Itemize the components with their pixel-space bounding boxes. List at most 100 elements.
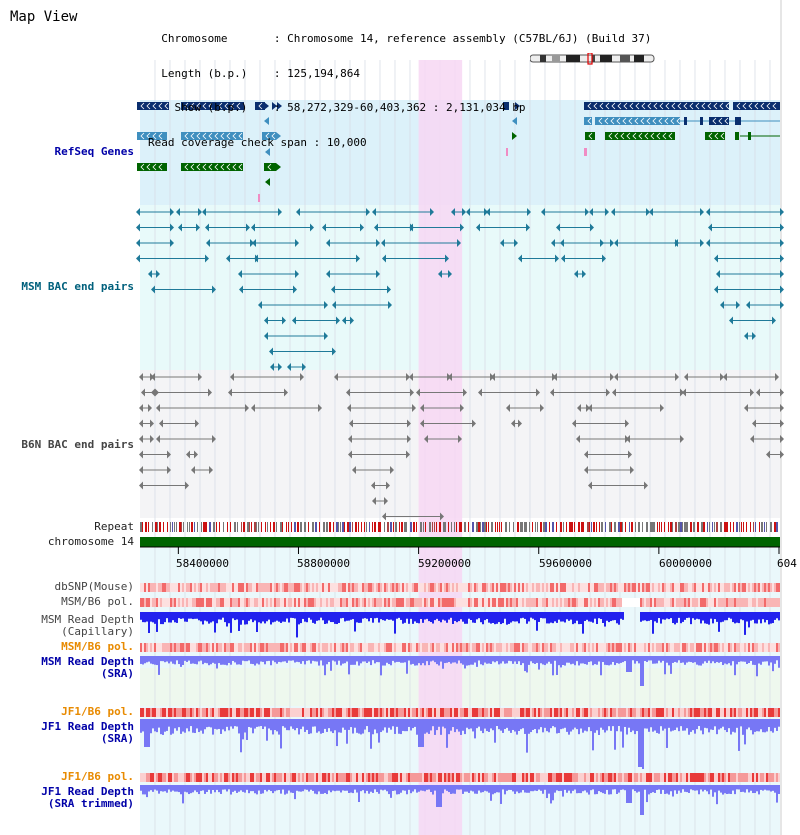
- read-depth-bar: [774, 656, 776, 664]
- polymorphism-bin: [230, 773, 232, 782]
- polymorphism-bin: [194, 773, 196, 782]
- polymorphism-bin: [282, 643, 284, 652]
- polymorphism-bin: [520, 598, 522, 607]
- bac-end-right: [472, 419, 476, 428]
- msm-depth-sra-label-line1[interactable]: MSM Read Depth: [41, 655, 134, 668]
- bac-end-left: [589, 208, 593, 216]
- polymorphism-bin: [652, 583, 654, 592]
- polymorphism-bin: [388, 708, 390, 717]
- read-depth-bar: [366, 719, 368, 727]
- read-depth-bar: [572, 785, 574, 791]
- polymorphism-bin: [248, 598, 250, 607]
- chromosome-label[interactable]: chromosome 14: [47, 535, 134, 548]
- read-depth-bar: [768, 612, 770, 625]
- polymorphism-bin: [388, 643, 390, 652]
- polymorphism-bin: [220, 708, 222, 717]
- polymorphism-bin: [334, 583, 336, 592]
- polymorphism-bin: [228, 583, 230, 592]
- msm-depth-capillary-label-line1[interactable]: MSM Read Depth: [41, 613, 134, 626]
- read-depth-bar: [712, 656, 714, 662]
- read-depth-bar: [240, 785, 242, 791]
- read-depth-bar: [544, 719, 546, 728]
- bac-end-left: [156, 435, 160, 443]
- polymorphism-bin: [390, 598, 392, 607]
- polymorphism-bin: [258, 598, 260, 607]
- polymorphism-bin: [386, 643, 388, 652]
- polymorphism-bin: [236, 708, 238, 717]
- refseq-genes-label[interactable]: RefSeq Genes: [54, 145, 134, 158]
- read-depth-bar: [322, 612, 324, 621]
- read-depth-bar: [720, 656, 722, 662]
- read-depth-bar: [378, 785, 380, 794]
- repeat-label[interactable]: Repeat: [94, 520, 134, 533]
- read-depth-bar: [396, 656, 398, 662]
- read-depth-bar: [616, 656, 618, 664]
- read-depth-bar: [142, 656, 144, 665]
- polymorphism-bin: [358, 583, 360, 592]
- polymorphism-bin: [356, 708, 358, 717]
- polymorphism-bin: [232, 598, 234, 607]
- polymorphism-bin: [616, 773, 618, 782]
- repeat-element: [743, 522, 744, 532]
- polymorphism-bin: [480, 643, 482, 652]
- polymorphism-bin: [410, 643, 412, 652]
- polymorphism-bin: [228, 773, 230, 782]
- polymorphism-bin: [726, 643, 728, 652]
- polymorphism-bin: [514, 583, 516, 592]
- read-depth-bar: [292, 785, 294, 793]
- read-depth-bar: [592, 612, 594, 623]
- polymorphism-bin: [672, 773, 674, 782]
- jf1-depth-label-line1[interactable]: JF1 Read Depth: [41, 720, 134, 733]
- polymorphism-bin: [252, 598, 254, 607]
- polymorphism-bin: [382, 773, 384, 782]
- read-depth-bar: [316, 656, 318, 662]
- read-depth-bar: [574, 656, 576, 666]
- read-depth-bar: [294, 719, 296, 731]
- polymorphism-bin: [676, 708, 678, 717]
- jf1-pol-trimmed-label[interactable]: JF1/B6 pol.: [61, 770, 134, 783]
- read-depth-bar: [140, 656, 142, 664]
- polymorphism-bin: [744, 643, 746, 652]
- polymorphism-bin: [468, 773, 470, 782]
- gene-strand-mark: [629, 102, 634, 110]
- read-depth-bar: [560, 656, 562, 668]
- gene-strand-mark: [647, 102, 652, 110]
- read-depth-bar: [512, 785, 514, 792]
- repeat-element: [456, 522, 457, 532]
- dbsnp-label[interactable]: dbSNP(Mouse): [54, 580, 134, 593]
- msm-pol-sra-label[interactable]: MSM/B6 pol.: [61, 640, 134, 653]
- jf1-depth-trimmed-label-line1[interactable]: JF1 Read Depth: [41, 785, 134, 798]
- chromosome-bar: [140, 537, 780, 547]
- polymorphism-bin: [292, 708, 294, 717]
- read-depth-bar: [276, 656, 278, 664]
- read-depth-bar: [216, 719, 218, 730]
- msm-bac-end-pairs-label[interactable]: MSM BAC end pairs: [21, 280, 134, 293]
- polymorphism-bin: [428, 583, 430, 592]
- polymorphism-bin: [770, 583, 772, 592]
- gene-strand-mark: [236, 102, 241, 110]
- polymorphism-bin: [670, 773, 672, 782]
- polymorphism-bin: [714, 583, 716, 592]
- polymorphism-bin: [710, 598, 712, 607]
- read-depth-bar: [654, 656, 656, 664]
- jf1-pol-label[interactable]: JF1/B6 pol.: [61, 705, 134, 718]
- read-depth-bar: [716, 612, 718, 622]
- polymorphism-bin: [488, 583, 490, 592]
- read-depth-bar: [162, 785, 164, 792]
- b6n-bac-end-pairs-label[interactable]: B6N BAC end pairs: [21, 438, 134, 451]
- read-depth-bar: [328, 612, 330, 621]
- read-depth-bar: [580, 785, 582, 794]
- msm-pol-capillary-label[interactable]: MSM/B6 pol.: [61, 595, 134, 608]
- read-depth-bar: [726, 719, 728, 733]
- polymorphism-bin: [486, 583, 488, 592]
- chromosome-ideogram[interactable]: [530, 53, 656, 65]
- polymorphism-bin: [590, 643, 592, 652]
- polymorphism-bin: [432, 583, 434, 592]
- polymorphism-bin: [408, 708, 410, 717]
- read-depth-bar: [746, 785, 748, 790]
- polymorphism-bin: [416, 708, 418, 717]
- read-depth-bar: [448, 612, 450, 620]
- polymorphism-bin: [512, 773, 514, 782]
- polymorphism-bin: [472, 773, 474, 782]
